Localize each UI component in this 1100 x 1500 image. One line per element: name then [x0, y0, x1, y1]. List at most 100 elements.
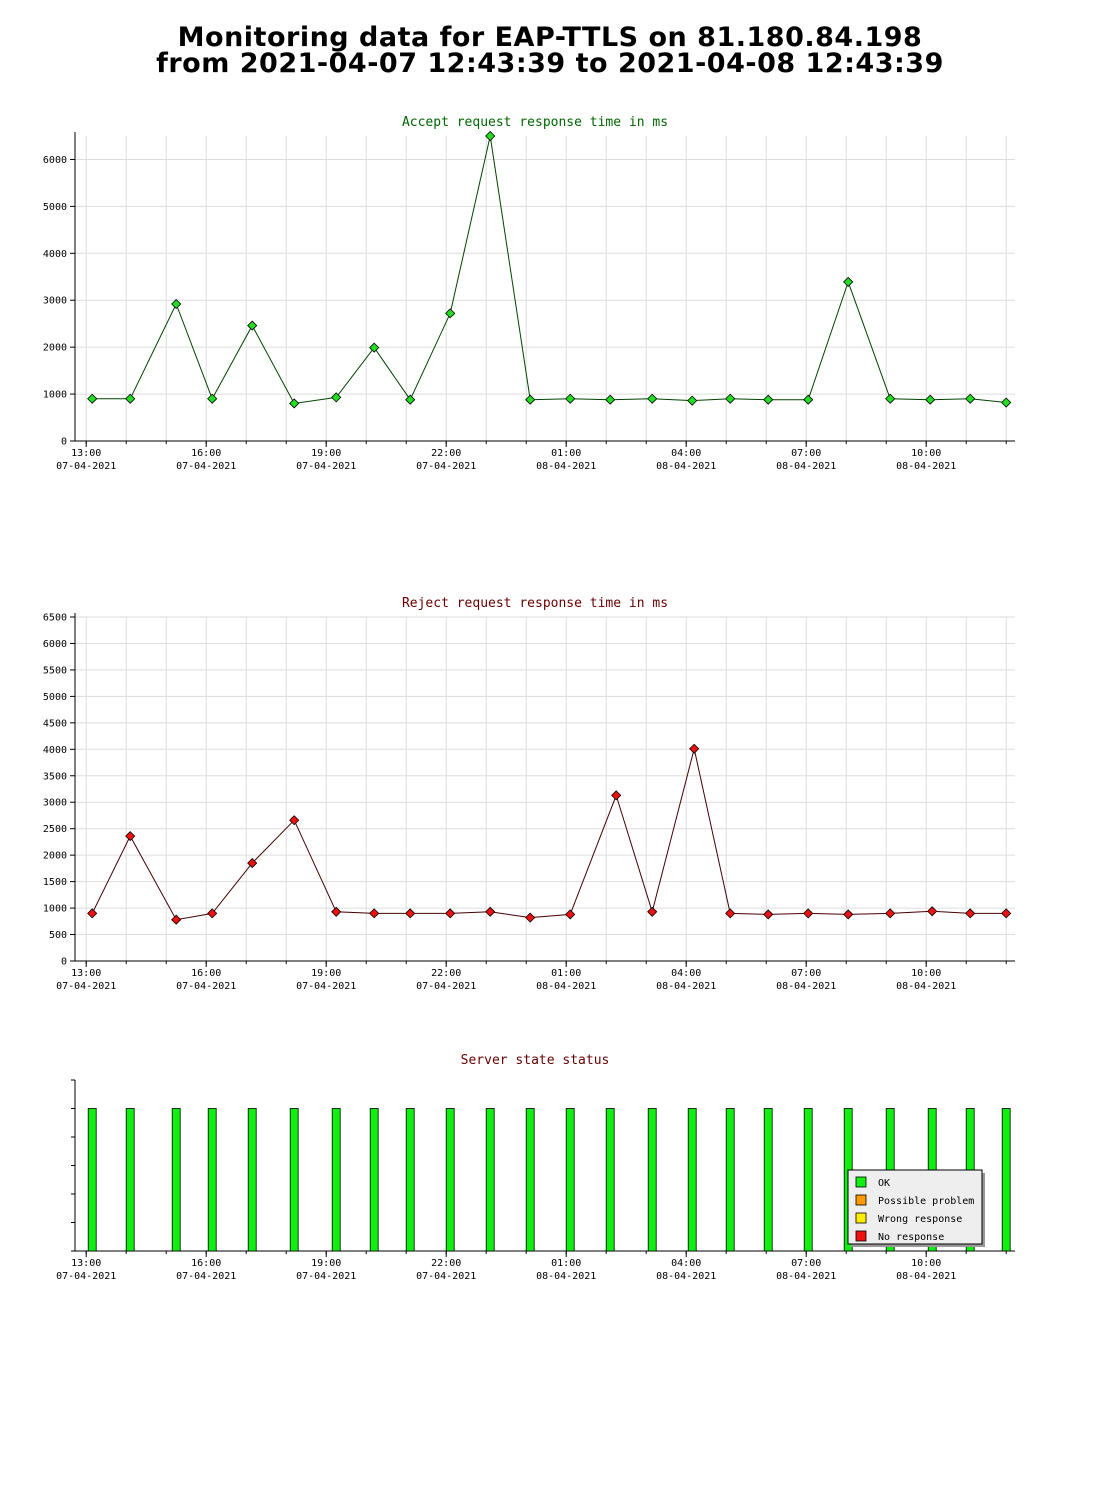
status-bar [207, 1108, 217, 1252]
x-tick-label-date: 08-04-2021 [536, 981, 596, 992]
x-tick-label-time: 10:00 [911, 1258, 941, 1269]
x-tick-label-date: 08-04-2021 [656, 461, 716, 472]
x-tick-label-time: 04:00 [671, 1258, 701, 1269]
y-tick-label: 500 [49, 930, 67, 941]
data-point [687, 395, 698, 406]
x-tick-label-date: 08-04-2021 [656, 1271, 716, 1282]
legend-box [847, 1169, 983, 1245]
y-tick-label: 1000 [43, 904, 67, 915]
x-tick-label-time: 01:00 [551, 1258, 581, 1269]
data-point [843, 276, 854, 287]
data-point [445, 308, 456, 319]
x-tick-label-time: 01:00 [551, 968, 581, 979]
legend-label: No response [878, 1232, 944, 1243]
data-point [171, 298, 182, 310]
data-point [1001, 397, 1012, 408]
status-bar [247, 1108, 257, 1252]
x-tick-label-time: 07:00 [791, 968, 821, 979]
x-tick-label-date: 07-04-2021 [296, 1271, 356, 1282]
y-tick-label: 2500 [43, 824, 67, 835]
status-bar [87, 1108, 97, 1252]
status-bar [565, 1108, 575, 1252]
legend-label: OK [878, 1178, 890, 1189]
status-bar [289, 1108, 299, 1252]
data-point [485, 130, 496, 142]
data-point [87, 908, 98, 919]
data-point [289, 398, 300, 409]
x-tick-label-date: 08-04-2021 [776, 1271, 836, 1282]
x-tick-label-time: 04:00 [671, 968, 701, 979]
y-tick-label: 2000 [43, 343, 67, 354]
x-tick-label-time: 19:00 [311, 448, 341, 459]
x-tick-label-date: 07-04-2021 [176, 1271, 236, 1282]
data-point [369, 908, 380, 919]
x-tick-label-date: 07-04-2021 [416, 1271, 476, 1282]
x-tick-label-time: 22:00 [431, 1258, 461, 1269]
y-tick-label: 3000 [43, 296, 67, 307]
data-point [803, 908, 814, 919]
data-point [647, 393, 658, 404]
status-bar [687, 1108, 697, 1252]
y-tick-label: 1000 [43, 390, 67, 401]
data-point [525, 394, 536, 405]
chart-title: Server state status [461, 1053, 610, 1068]
data-point [485, 906, 496, 917]
x-tick-label-time: 22:00 [431, 968, 461, 979]
data-point [565, 393, 576, 404]
y-tick-label: 3000 [43, 798, 67, 809]
data-point [171, 914, 182, 925]
x-tick-label-time: 07:00 [791, 1258, 821, 1269]
data-point [369, 342, 380, 353]
x-tick-label-time: 16:00 [191, 968, 221, 979]
y-tick-label: 6000 [43, 155, 67, 166]
status-bar [369, 1108, 379, 1252]
y-tick-label: 2000 [43, 851, 67, 862]
x-tick-label-date: 07-04-2021 [176, 461, 236, 472]
x-tick-label-date: 07-04-2021 [56, 1271, 116, 1282]
x-tick-label-time: 13:00 [71, 448, 101, 459]
status-bar [331, 1108, 341, 1252]
x-tick-label-time: 01:00 [551, 448, 581, 459]
legend-label: Possible problem [878, 1196, 974, 1207]
data-point [965, 908, 976, 919]
data-point [803, 394, 814, 405]
data-point [525, 912, 536, 923]
y-tick-label: 4000 [43, 745, 67, 756]
status-bar [803, 1108, 813, 1252]
x-tick-label-time: 07:00 [791, 448, 821, 459]
x-tick-label-date: 08-04-2021 [896, 1271, 956, 1282]
data-point [927, 906, 938, 917]
data-point [885, 393, 896, 404]
legend-swatch [855, 1230, 867, 1242]
series-line [91, 748, 1007, 921]
status-bar [525, 1108, 535, 1252]
data-point [925, 394, 936, 405]
y-tick-label: 5000 [43, 692, 67, 703]
data-point [689, 743, 700, 754]
y-tick-label: 4000 [43, 249, 67, 260]
status-bar [125, 1108, 135, 1252]
data-point [289, 815, 300, 826]
status-bar [405, 1108, 415, 1252]
y-tick-label: 5000 [43, 202, 67, 213]
x-tick-label-date: 07-04-2021 [56, 461, 116, 472]
data-point [605, 394, 616, 405]
x-tick-label-date: 08-04-2021 [536, 461, 596, 472]
y-tick-label: 1500 [43, 877, 67, 888]
x-tick-label-time: 19:00 [311, 968, 341, 979]
legend-swatch [855, 1194, 867, 1206]
series-line [92, 135, 1007, 405]
x-tick-label-date: 08-04-2021 [656, 981, 716, 992]
x-tick-label-date: 07-04-2021 [416, 981, 476, 992]
y-tick-label: 5500 [43, 665, 67, 676]
chart-title: Reject request response time in ms [402, 596, 668, 611]
status-bar [725, 1108, 735, 1252]
chart-title: Accept request response time in ms [402, 115, 668, 130]
x-tick-label-time: 16:00 [191, 448, 221, 459]
x-tick-label-time: 16:00 [191, 1258, 221, 1269]
status-bar [763, 1108, 773, 1252]
status-bar [647, 1108, 657, 1252]
status-bar [1001, 1108, 1011, 1252]
data-point [725, 908, 736, 919]
